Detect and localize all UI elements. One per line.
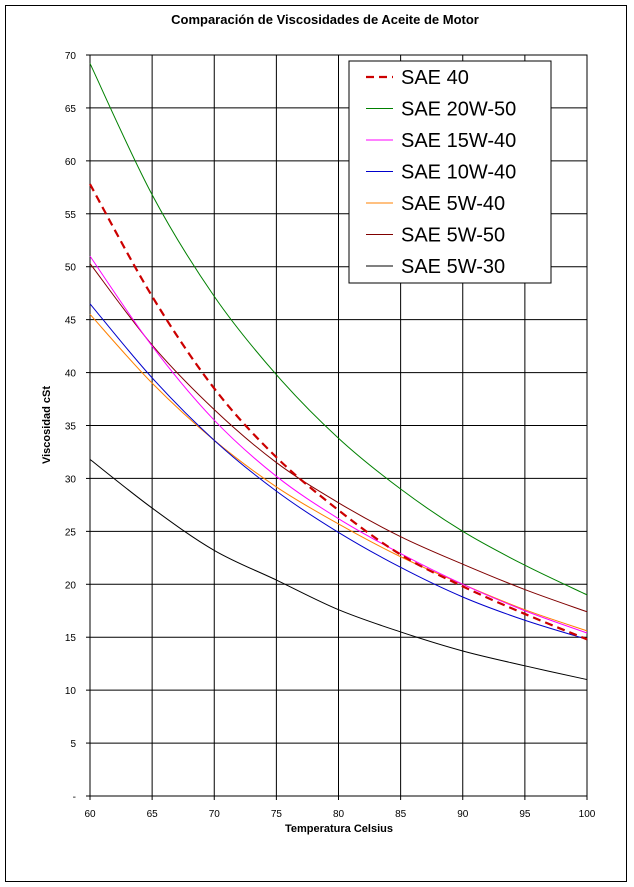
x-tick-label: 85 <box>395 809 407 820</box>
x-axis-title: Temperatura Celsius <box>285 823 393 835</box>
y-tick-label: 25 <box>65 527 77 538</box>
legend-label-sae-40: SAE 40 <box>401 67 469 89</box>
y-tick-label: 55 <box>65 210 77 221</box>
y-tick-label: 20 <box>65 580 77 591</box>
y-tick-label: 45 <box>65 316 77 327</box>
series-line-sae-5w-30 <box>89 458 588 681</box>
legend: SAE 40 SAE 20W-50 SAE 15W-40 SAE 10W-40 SAE … <box>348 60 552 284</box>
legend-label-sae-5w-50: SAE 5W-50 <box>401 225 505 247</box>
legend-label-sae-10w-40: SAE 10W-40 <box>401 162 516 184</box>
x-tick-label: 100 <box>579 809 596 820</box>
y-tick-label: 70 <box>65 51 77 62</box>
x-tick-label: 95 <box>519 809 531 820</box>
y-axis-title: Viscosidad cSt <box>41 386 53 464</box>
x-axis-ticks: 60 65 70 75 80 85 90 95 100 <box>84 796 596 820</box>
legend-label-sae-15w-40: SAE 15W-40 <box>401 130 516 152</box>
x-tick-label: 60 <box>84 809 96 820</box>
legend-label-sae-20w-50: SAE 20W-50 <box>401 99 516 121</box>
y-tick-label: 5 <box>70 739 76 750</box>
x-tick-label: 80 <box>333 809 345 820</box>
y-tick-label: 50 <box>65 263 77 274</box>
y-tick-label: 30 <box>65 474 77 485</box>
legend-label-sae-5w-30: SAE 5W-30 <box>401 256 505 278</box>
series-line-sae-20w-50 <box>89 63 588 596</box>
y-tick-label: 60 <box>65 157 77 168</box>
series-line-sae-15w-40 <box>89 255 588 634</box>
series-line-sae-5w-50 <box>89 263 588 613</box>
x-tick-label: 70 <box>209 809 221 820</box>
y-tick-label: 15 <box>65 633 77 644</box>
series-line-sae-10w-40 <box>89 303 588 640</box>
y-tick-label: 65 <box>65 104 77 115</box>
legend-label-sae-5w-40: SAE 5W-40 <box>401 193 505 215</box>
y-tick-label: 10 <box>65 686 77 697</box>
series-line-sae-5w-40 <box>89 314 588 632</box>
y-tick-label: - <box>73 792 76 803</box>
chart-title: Comparación de Viscosidades de Aceite de… <box>171 12 479 27</box>
x-tick-label: 75 <box>271 809 283 820</box>
x-tick-label: 65 <box>147 809 159 820</box>
y-axis-ticks: - 5 10 15 20 25 30 35 40 45 50 55 60 65 70 <box>65 51 90 803</box>
series-line-sae-40 <box>89 183 588 641</box>
y-tick-label: 35 <box>65 422 77 433</box>
y-tick-label: 40 <box>65 369 77 380</box>
series-layer <box>89 63 588 681</box>
x-tick-label: 90 <box>457 809 469 820</box>
